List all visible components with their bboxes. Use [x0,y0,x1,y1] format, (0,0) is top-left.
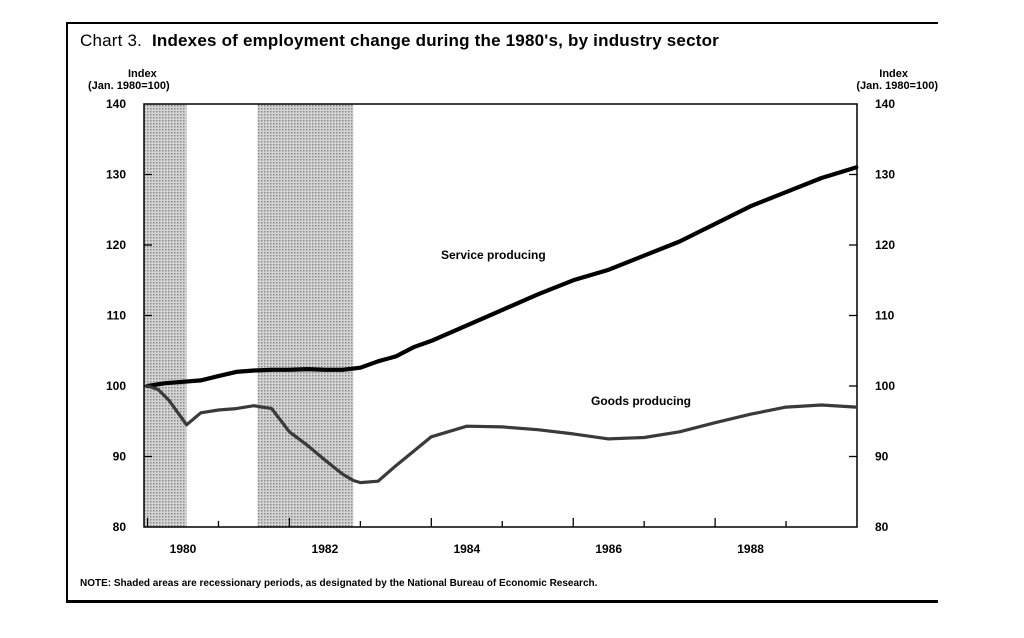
left-axis-unit: Index (Jan. 1980=100) [88,68,170,92]
y-tick-label-right-130: 130 [875,168,895,182]
y-tick-label-right-110: 110 [875,309,895,323]
y-tick-label-left-90: 90 [113,450,127,464]
series-line-service-producing [145,165,859,389]
y-tick-label-right-120: 120 [875,238,895,252]
y-tick-label-left-100: 100 [106,379,126,393]
chart-footnote: NOTE: Shaded areas are recessionary peri… [80,578,598,589]
y-tick-label-right-90: 90 [875,450,889,464]
chart-number: Chart 3. [80,31,143,50]
y-tick-label-right-100: 100 [875,379,895,393]
right-axis-unit: Index (Jan. 1980=100) [838,68,938,92]
recession-shading [144,104,354,527]
left-axis-unit-line2: (Jan. 1980=100) [88,80,170,92]
chart-title: Chart 3. Indexes of employment change du… [80,31,719,51]
series-lines [145,165,859,485]
y-tick-label-right-140: 140 [875,97,895,111]
chart-frame [66,22,938,603]
x-tick-label-1986: 1986 [595,542,622,556]
axis-ticks: 80 80 90 90 100 100 110 110 120 120 130 130 140 140 19… [106,97,895,556]
series-label-service-producing: Service producing [441,248,546,262]
x-tick-label-1982: 1982 [312,542,339,556]
y-tick-label-left-130: 130 [106,168,126,182]
x-tick-label-1988: 1988 [737,542,764,556]
right-axis-unit-line2: (Jan. 1980=100) [856,80,938,92]
right-axis-unit-line1: Index [879,68,908,80]
y-tick-label-left-140: 140 [106,97,126,111]
y-tick-label-right-80: 80 [875,520,889,534]
plot-area [143,103,858,528]
recession-band-2 [257,104,354,527]
y-tick-label-left-80: 80 [113,520,127,534]
y-tick-label-left-110: 110 [107,309,127,323]
x-tick-label-1980: 1980 [170,542,197,556]
y-tick-label-left-120: 120 [106,238,126,252]
chart-title-text: Indexes of employment change during the … [151,31,719,50]
x-tick-label-1984: 1984 [453,542,480,556]
left-axis-unit-line1: Index [128,68,157,80]
series-label-goods-producing: Goods producing [591,394,691,408]
series-line-goods-producing [145,384,858,485]
